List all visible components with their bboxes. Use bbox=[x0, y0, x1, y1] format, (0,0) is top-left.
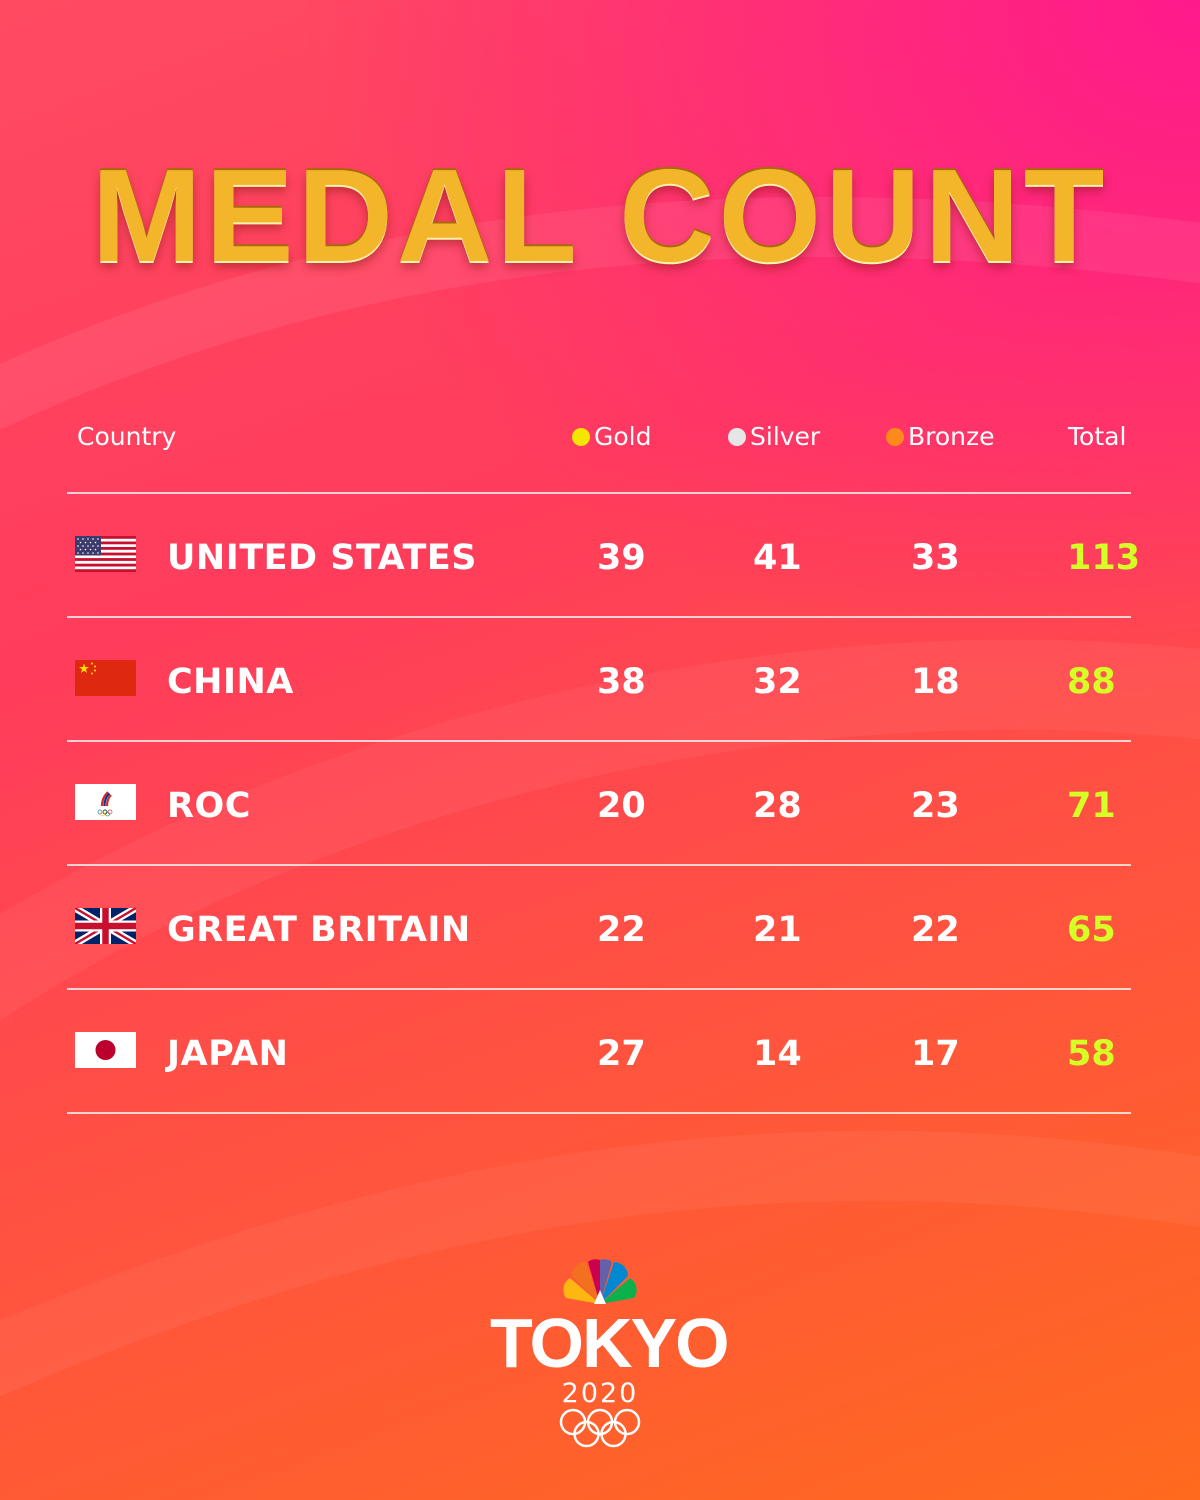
gold-count: 22 bbox=[597, 910, 646, 950]
silver-count: 41 bbox=[753, 538, 802, 578]
uk-flag-icon bbox=[75, 908, 136, 944]
table-row: JAPAN 27 14 17 58 bbox=[67, 988, 1131, 1114]
table-row: GREAT BRITAIN 22 21 22 65 bbox=[67, 864, 1131, 988]
header-country: Country bbox=[77, 422, 177, 451]
japan-flag-icon bbox=[75, 1032, 136, 1068]
gold-count: 39 bbox=[597, 538, 646, 578]
silver-count: 21 bbox=[753, 910, 802, 950]
country-name: JAPAN bbox=[167, 1034, 289, 1074]
header-bronze: Bronze bbox=[886, 422, 995, 451]
logo-wordmark: TOKYO bbox=[490, 1304, 730, 1382]
header-total: Total bbox=[1068, 422, 1127, 451]
table-row: UNITED STATES 39 41 33 113 bbox=[67, 492, 1140, 616]
silver-count: 32 bbox=[753, 662, 802, 702]
gold-count: 27 bbox=[597, 1034, 646, 1074]
total-count: 71 bbox=[1067, 786, 1116, 826]
total-count: 88 bbox=[1067, 662, 1116, 702]
bronze-count: 17 bbox=[911, 1034, 960, 1074]
total-count: 113 bbox=[1067, 538, 1141, 578]
peacock-icon bbox=[563, 1259, 637, 1304]
header-silver: Silver bbox=[728, 422, 820, 451]
country-name: UNITED STATES bbox=[167, 538, 477, 578]
bronze-count: 18 bbox=[911, 662, 960, 702]
china-flag-icon bbox=[75, 660, 136, 696]
total-count: 58 bbox=[1067, 1034, 1116, 1074]
gold-dot-icon bbox=[572, 428, 590, 446]
roc-flag-icon bbox=[75, 784, 136, 820]
country-name: CHINA bbox=[167, 662, 294, 702]
olympic-rings-icon bbox=[559, 1408, 641, 1448]
bronze-dot-icon bbox=[886, 428, 904, 446]
silver-count: 28 bbox=[753, 786, 802, 826]
country-name: GREAT BRITAIN bbox=[167, 910, 471, 950]
country-name: ROC bbox=[167, 786, 251, 826]
us-flag-icon bbox=[75, 536, 136, 572]
medal-table: Country Gold Silver Bronze Total UNITED … bbox=[67, 410, 1140, 1114]
bronze-count: 33 bbox=[911, 538, 960, 578]
total-count: 65 bbox=[1067, 910, 1116, 950]
bronze-count: 23 bbox=[911, 786, 960, 826]
table-row: CHINA 38 32 18 88 bbox=[67, 616, 1131, 740]
page-title: MEDAL COUNT bbox=[91, 142, 1109, 289]
bronze-count: 22 bbox=[911, 910, 960, 950]
gold-count: 20 bbox=[597, 786, 646, 826]
logo-year: 2020 bbox=[561, 1378, 639, 1409]
gold-count: 38 bbox=[597, 662, 646, 702]
silver-dot-icon bbox=[728, 428, 746, 446]
header-gold: Gold bbox=[572, 422, 651, 451]
table-row: ROC 20 28 23 71 bbox=[67, 740, 1131, 864]
tokyo-2020-logo: TOKYO 2020 bbox=[490, 1258, 730, 1448]
silver-count: 14 bbox=[753, 1034, 802, 1074]
table-header: Country Gold Silver Bronze Total bbox=[67, 410, 1131, 492]
